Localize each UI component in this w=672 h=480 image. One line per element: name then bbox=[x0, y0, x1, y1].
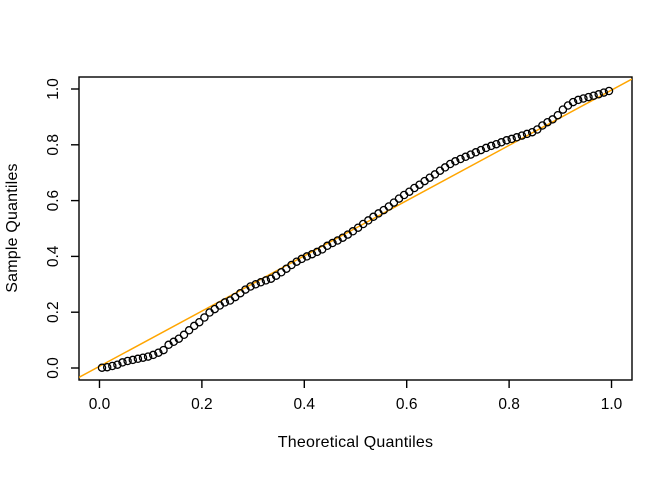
data-point bbox=[154, 348, 163, 357]
x-axis-title: Theoretical Quantiles bbox=[277, 434, 434, 451]
data-point bbox=[189, 321, 199, 331]
data-point bbox=[143, 352, 153, 361]
data-point bbox=[420, 176, 429, 186]
data-point bbox=[517, 131, 527, 140]
y-axis-title: Sample Quantiles bbox=[4, 163, 21, 293]
data-point bbox=[251, 280, 260, 289]
data-point bbox=[553, 110, 563, 120]
data-point bbox=[425, 173, 434, 182]
data-point bbox=[328, 238, 337, 248]
y-tick-label: 0.6 bbox=[45, 190, 62, 212]
data-point bbox=[471, 148, 481, 157]
data-point bbox=[589, 91, 598, 100]
x-tick-label: 0.2 bbox=[191, 396, 213, 413]
data-point bbox=[507, 134, 516, 144]
data-point bbox=[451, 157, 460, 166]
data-point bbox=[246, 282, 255, 291]
data-point bbox=[399, 190, 409, 200]
data-point bbox=[159, 345, 168, 355]
data-point bbox=[277, 268, 286, 277]
data-point bbox=[312, 247, 322, 257]
y-tick-label: 1.0 bbox=[45, 78, 62, 100]
data-point bbox=[302, 252, 312, 261]
data-point bbox=[533, 125, 542, 134]
y-tick-label: 0.8 bbox=[45, 134, 62, 156]
data-point bbox=[594, 90, 603, 99]
data-point bbox=[97, 363, 107, 372]
x-tick-label: 0.8 bbox=[498, 396, 520, 413]
data-point bbox=[405, 187, 414, 196]
data-point bbox=[138, 353, 148, 362]
data-point bbox=[195, 317, 204, 327]
data-point bbox=[133, 354, 143, 364]
data-point bbox=[128, 355, 138, 365]
data-point bbox=[200, 313, 209, 322]
data-point bbox=[384, 202, 394, 211]
data-point bbox=[481, 143, 491, 153]
data-point bbox=[568, 97, 578, 107]
data-point bbox=[502, 136, 511, 145]
data-point bbox=[230, 292, 240, 302]
data-point bbox=[604, 86, 614, 96]
data-point bbox=[579, 94, 588, 103]
data-point bbox=[512, 133, 522, 142]
data-point bbox=[486, 141, 496, 151]
data-point bbox=[118, 358, 127, 367]
data-point bbox=[548, 115, 557, 124]
y-tick-label: 0.2 bbox=[45, 301, 62, 323]
data-point bbox=[102, 362, 112, 372]
data-point bbox=[389, 198, 399, 207]
data-point bbox=[184, 326, 194, 335]
data-point bbox=[210, 304, 219, 314]
x-tick-label: 0.0 bbox=[89, 396, 111, 413]
data-point bbox=[220, 298, 230, 307]
data-point bbox=[558, 105, 568, 114]
data-point bbox=[522, 129, 532, 139]
data-point bbox=[584, 92, 593, 102]
data-point bbox=[307, 249, 317, 259]
data-point bbox=[256, 278, 266, 287]
data-point bbox=[108, 361, 117, 371]
x-tick-label: 0.4 bbox=[294, 396, 316, 413]
data-point bbox=[573, 95, 583, 105]
data-point bbox=[599, 88, 609, 97]
data-point bbox=[148, 350, 158, 360]
y-tick-label: 0.4 bbox=[45, 245, 62, 267]
y-tick-label: 0.0 bbox=[45, 357, 62, 379]
data-point bbox=[456, 154, 465, 164]
data-point bbox=[394, 194, 404, 203]
data-point bbox=[461, 152, 470, 162]
data-point bbox=[205, 308, 214, 317]
data-point bbox=[179, 330, 189, 340]
data-point bbox=[563, 101, 573, 110]
data-point bbox=[497, 138, 506, 147]
x-tick-label: 0.6 bbox=[396, 396, 418, 413]
data-point bbox=[430, 170, 440, 179]
x-tick-label: 1.0 bbox=[601, 396, 623, 413]
plot-box bbox=[78, 76, 633, 381]
data-point bbox=[113, 360, 122, 369]
data-point bbox=[123, 356, 132, 366]
data-point bbox=[261, 276, 271, 285]
data-point bbox=[466, 150, 475, 159]
data-point bbox=[297, 254, 306, 264]
data-point bbox=[492, 139, 501, 149]
data-point bbox=[476, 145, 486, 155]
